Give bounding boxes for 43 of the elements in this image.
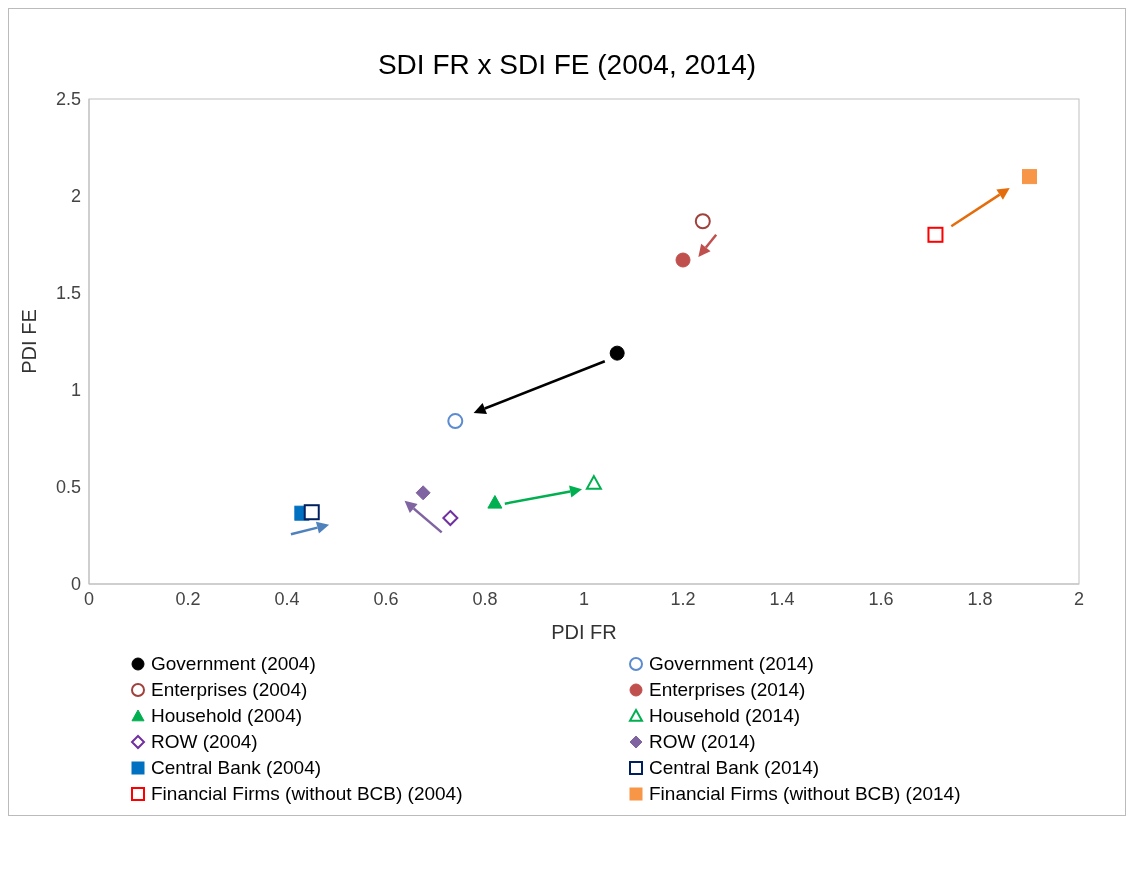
x-tick-label: 1.8 [967,588,993,609]
x-tick-label: 1.2 [670,588,696,609]
y-tick-label: 2.5 [55,89,81,110]
legend-label: Household (2004) [151,705,303,727]
x-tick-label: 0.8 [472,588,498,609]
point [442,510,459,527]
point [415,485,431,501]
legend-label: ROW (2014) [649,731,756,753]
x-tick-label: 1 [578,588,590,609]
point [447,413,464,430]
x-tick-label: 0 [83,588,95,609]
x-axis-title: PDI FR [551,621,617,643]
legend-label: Government (2004) [151,653,316,675]
point [927,226,944,243]
chart-title: SDI FR x SDI FE (2004, 2014) [376,48,758,82]
y-axis-title: PDI FE [18,309,41,374]
y-tick-label: 1.5 [55,283,81,304]
legend-label: Enterprises (2004) [151,679,308,701]
y-tick-label: 2 [70,186,81,207]
legend-label: Government (2014) [649,653,814,675]
point [303,504,320,521]
point [1022,169,1037,185]
x-tick-label: 0.2 [175,588,201,609]
x-tick-label: 1.6 [868,588,894,609]
legend-label: Household (2014) [649,705,801,727]
x-tick-label: 0.4 [274,588,300,609]
legend-label: Central Bank (2014) [649,757,820,779]
y-tick-label: 0 [70,574,81,595]
point [694,213,711,230]
point [609,345,625,361]
x-tick-label: 0.6 [373,588,399,609]
legend-label: ROW (2004) [151,731,258,753]
y-tick-label: 1 [70,380,81,401]
x-tick-label: 1.4 [769,588,795,609]
legend-label: Enterprises (2014) [649,679,806,701]
legend-label: Central Bank (2004) [151,757,322,779]
point [487,495,503,509]
x-tick-label: 2 [1073,588,1085,609]
point [675,252,691,268]
legend-label: Financial Firms (without BCB) (2004) [151,783,463,805]
y-tick-label: 0.5 [55,477,81,498]
legend-label: Financial Firms (without BCB) (2014) [649,783,961,805]
point [585,475,602,490]
